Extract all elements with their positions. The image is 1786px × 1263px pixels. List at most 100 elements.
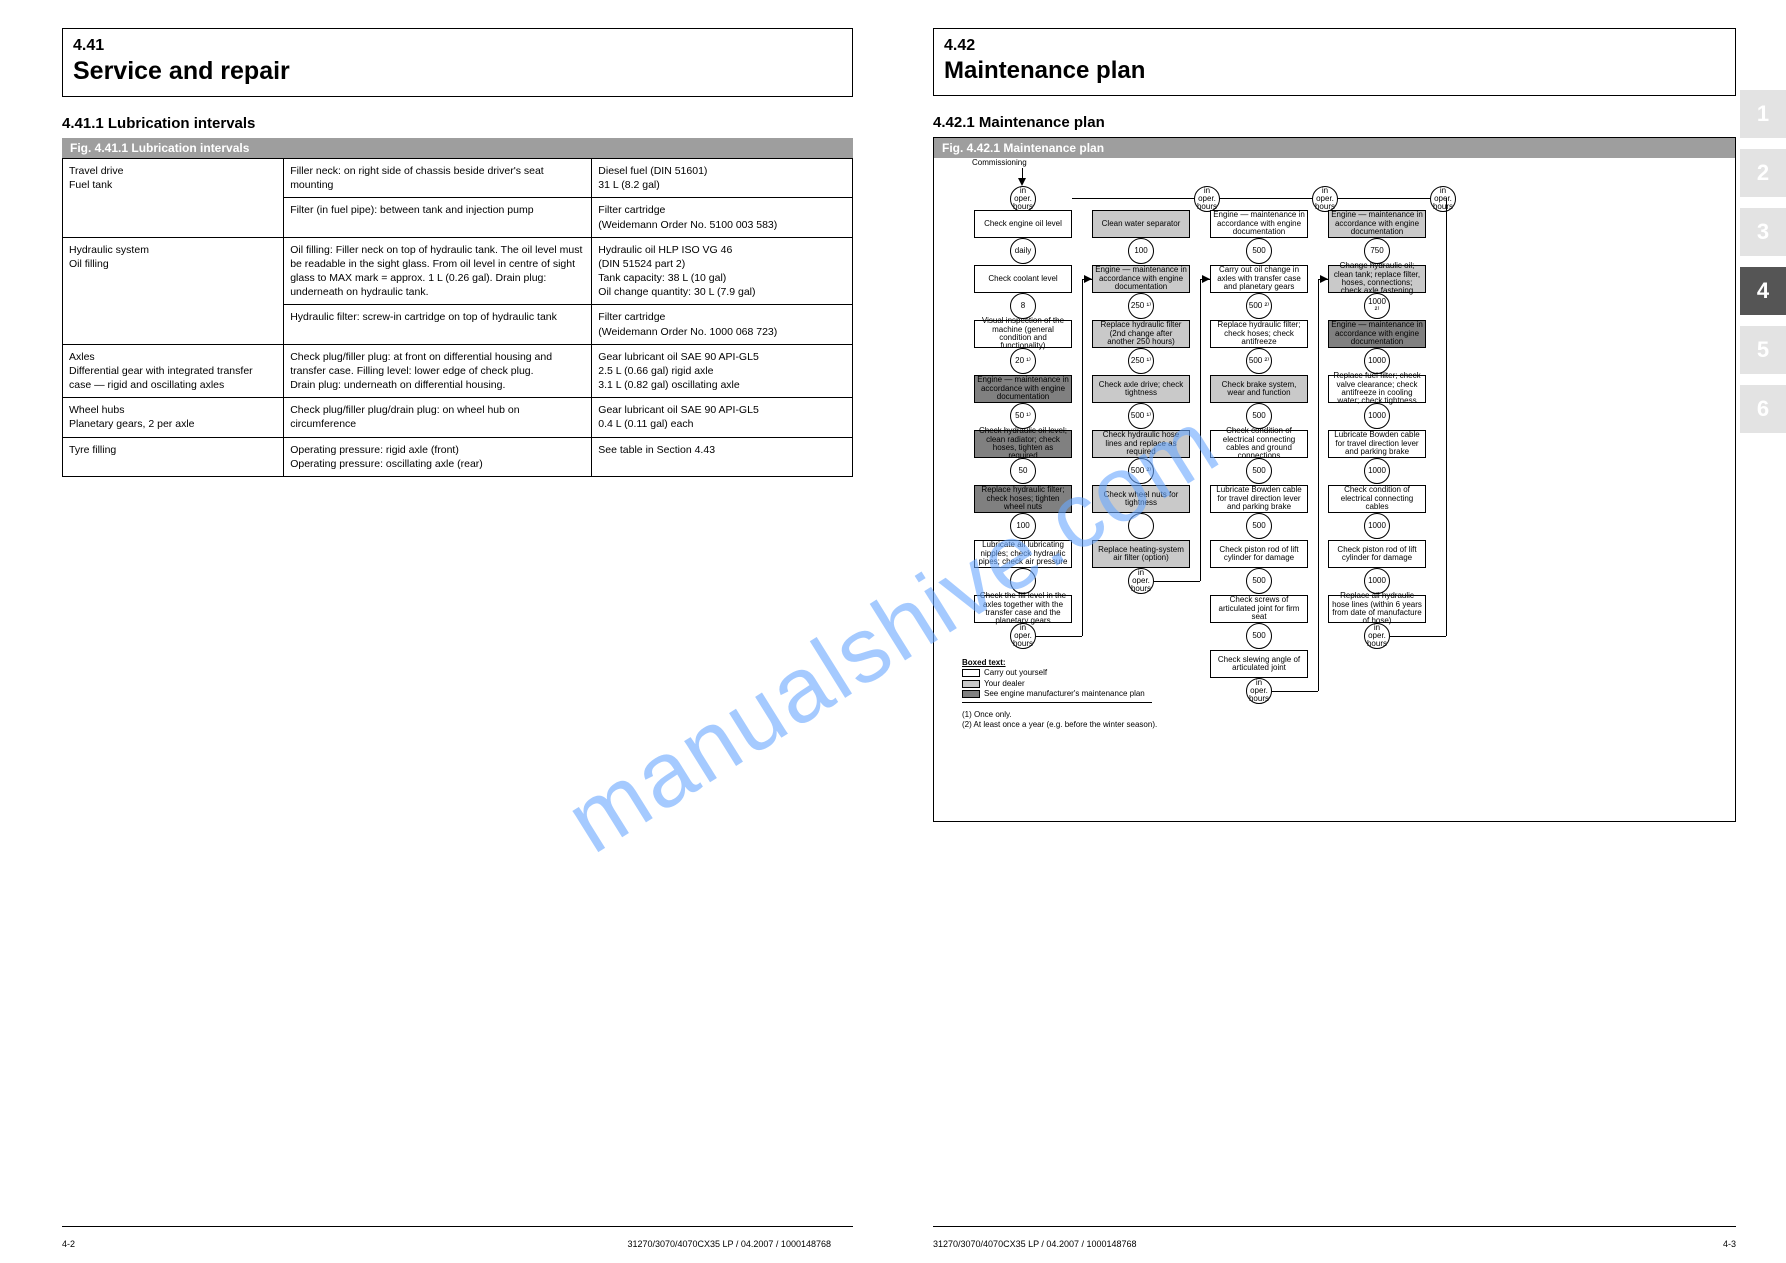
flow-connector: 500 [1246, 568, 1272, 594]
flow-step: Replace heating-system air filter (optio… [1092, 540, 1190, 568]
flow-connector: in oper. hours [1312, 186, 1338, 212]
flow-connector: 1000 [1364, 513, 1390, 539]
table-cell: Oil filling: Filler neck on top of hydra… [284, 237, 592, 305]
flow-step: Check piston rod of lift cylinder for da… [1328, 540, 1426, 568]
flow-connector: daily [1010, 238, 1036, 264]
flow-connector: 750 [1364, 238, 1390, 264]
page-left: 4.41 Service and repair 4.41.1 Lubricati… [0, 0, 893, 1263]
flow-step: Check condition of electrical connecting… [1328, 485, 1426, 513]
flow-step: Lubricate Bowden cable for travel direct… [1210, 485, 1308, 513]
page-spread: 4.41 Service and repair 4.41.1 Lubricati… [0, 0, 1786, 1263]
table-row: Axles Differential gear with integrated … [63, 344, 853, 398]
table-row: Travel drive Fuel tankFiller neck: on ri… [63, 159, 853, 198]
flow-step: Change hydraulic oil; clean tank; replac… [1328, 265, 1426, 293]
right-footer-rule [933, 1226, 1736, 1227]
flow-step: Check hydraulic hose lines and replace a… [1092, 430, 1190, 458]
flow-connector: in oper. hours [1010, 186, 1036, 212]
flow-legend: Boxed text:Carry out yourselfYour dealer… [962, 658, 1145, 700]
left-table-caption: Fig. 4.41.1 Lubrication intervals [62, 138, 853, 158]
flow-step: Check screws of articulated joint for fi… [1210, 595, 1308, 623]
table-row: Hydraulic system Oil fillingOil filling:… [63, 237, 853, 305]
table-cell: Diesel fuel (DIN 51601) 31 L (8.2 gal) [592, 159, 853, 198]
flow-step: Replace hydraulic filter; check hoses; t… [974, 485, 1072, 513]
flow-connector: 1000 [1364, 568, 1390, 594]
flow-connector [1128, 513, 1154, 539]
left-chapter-title: Service and repair [73, 57, 842, 86]
flow-step: Check piston rod of lift cylinder for da… [1210, 540, 1308, 568]
right-subheading: 4.42.1 Maintenance plan [933, 114, 1736, 131]
table-cell: Tyre filling [63, 437, 284, 476]
right-title-box: 4.42 Maintenance plan [933, 28, 1736, 96]
flow-step: Engine — maintenance in accordance with … [1328, 320, 1426, 348]
flow-step: Clean water separator [1092, 210, 1190, 238]
page-right: 4.42 Maintenance plan 4.42.1 Maintenance… [893, 0, 1786, 1263]
left-footer-rule [62, 1226, 853, 1227]
table-cell: Hydraulic oil HLP ISO VG 46 (DIN 51524 p… [592, 237, 853, 305]
table-cell: Filter cartridge (Weidemann Order No. 10… [592, 305, 853, 344]
flowchart-area: Commissioningin oper. hoursCheck engine … [934, 158, 1735, 813]
tab-5[interactable]: 5 [1740, 326, 1786, 374]
flow-connector: 250 ¹⁾ [1128, 348, 1154, 374]
flow-connector: 500 ²⁾ [1128, 458, 1154, 484]
tab-4[interactable]: 4 [1740, 267, 1786, 315]
right-doc-id: 31270/3070/4070CX35 LP / 04.2007 / 10001… [933, 1239, 1137, 1249]
lubrication-table: Travel drive Fuel tankFiller neck: on ri… [62, 158, 853, 477]
flow-connector: 1000 ²⁾ [1364, 293, 1390, 319]
table-cell: Check plug/filler plug: at front on diff… [284, 344, 592, 398]
table-cell: Filter cartridge (Weidemann Order No. 51… [592, 198, 853, 237]
flow-step: Check slewing angle of articulated joint [1210, 650, 1308, 678]
tab-2[interactable]: 2 [1740, 149, 1786, 197]
flow-connector: 100 [1010, 513, 1036, 539]
table-cell: Filter (in fuel pipe): between tank and … [284, 198, 592, 237]
flow-step: Engine — maintenance in accordance with … [974, 375, 1072, 403]
flow-step: Check engine oil level [974, 210, 1072, 238]
flow-step: Replace hydraulic filter (2nd change aft… [1092, 320, 1190, 348]
table-cell: Filler neck: on right side of chassis be… [284, 159, 592, 198]
flow-step: Check the fill level in the axles togeth… [974, 595, 1072, 623]
right-chapter-title: Maintenance plan [944, 57, 1725, 85]
flow-connector: 500 [1246, 623, 1272, 649]
flow-connector: 500 [1246, 238, 1272, 264]
flow-connector: 500 ¹⁾ [1128, 403, 1154, 429]
flow-end-connector: in oper. hours [1364, 623, 1390, 649]
flow-step: Visual inspection of the machine (genera… [974, 320, 1072, 348]
flowchart-frame: Fig. 4.42.1 Maintenance plan Commissioni… [933, 137, 1736, 822]
table-cell: Gear lubricant oil SAE 90 API-GL5 0.4 L … [592, 398, 853, 437]
tab-6[interactable]: 6 [1740, 385, 1786, 433]
flow-connector: 1000 [1364, 458, 1390, 484]
table-cell: Check plug/filler plug/drain plug: on wh… [284, 398, 592, 437]
table-row: Tyre fillingOperating pressure: rigid ax… [63, 437, 853, 476]
flow-step: Replace fuel filter; check valve clearan… [1328, 375, 1426, 403]
table-cell: Axles Differential gear with integrated … [63, 344, 284, 398]
flow-end-connector: in oper. hours [1010, 623, 1036, 649]
flow-step: Lubricate all lubricating nipples; check… [974, 540, 1072, 568]
flow-connector: 50 ¹⁾ [1010, 403, 1036, 429]
flow-connector: 500 ²⁾ [1246, 293, 1272, 319]
flow-connector: in oper. hours [1194, 186, 1220, 212]
table-cell: Hydraulic system Oil filling [63, 237, 284, 344]
flow-step: Check hydraulic oil level; clean radiato… [974, 430, 1072, 458]
tab-3[interactable]: 3 [1740, 208, 1786, 256]
flow-step: Carry out oil change in axles with trans… [1210, 265, 1308, 293]
table-cell: Gear lubricant oil SAE 90 API-GL5 2.5 L … [592, 344, 853, 398]
table-cell: Hydraulic filter: screw-in cartridge on … [284, 305, 592, 344]
table-cell: Wheel hubs Planetary gears, 2 per axle [63, 398, 284, 437]
flow-step: Check wheel nuts for tightness [1092, 485, 1190, 513]
flow-footnote: (1) Once only. (2) At least once a year … [962, 710, 1162, 730]
flow-connector: 500 [1246, 513, 1272, 539]
flow-step: Lubricate Bowden cable for travel direct… [1328, 430, 1426, 458]
flow-step: Engine — maintenance in accordance with … [1092, 265, 1190, 293]
table-cell: Travel drive Fuel tank [63, 159, 284, 238]
right-chapter-number: 4.42 [944, 37, 1725, 55]
flow-top-label: Commissioning [972, 158, 1027, 167]
flow-step: Replace all hydraulic hose lines (within… [1328, 595, 1426, 623]
left-title-box: 4.41 Service and repair [62, 28, 853, 97]
tab-1[interactable]: 1 [1740, 90, 1786, 138]
flow-end-connector: in oper. hours [1246, 678, 1272, 704]
flow-connector: 1000 [1364, 403, 1390, 429]
flow-step: Replace hydraulic filter; check hoses; c… [1210, 320, 1308, 348]
flow-step: Check axle drive; check tightness [1092, 375, 1190, 403]
left-chapter-number: 4.41 [73, 37, 842, 55]
flow-connector: 8 [1010, 293, 1036, 319]
left-page-number: 4-2 [62, 1239, 75, 1249]
